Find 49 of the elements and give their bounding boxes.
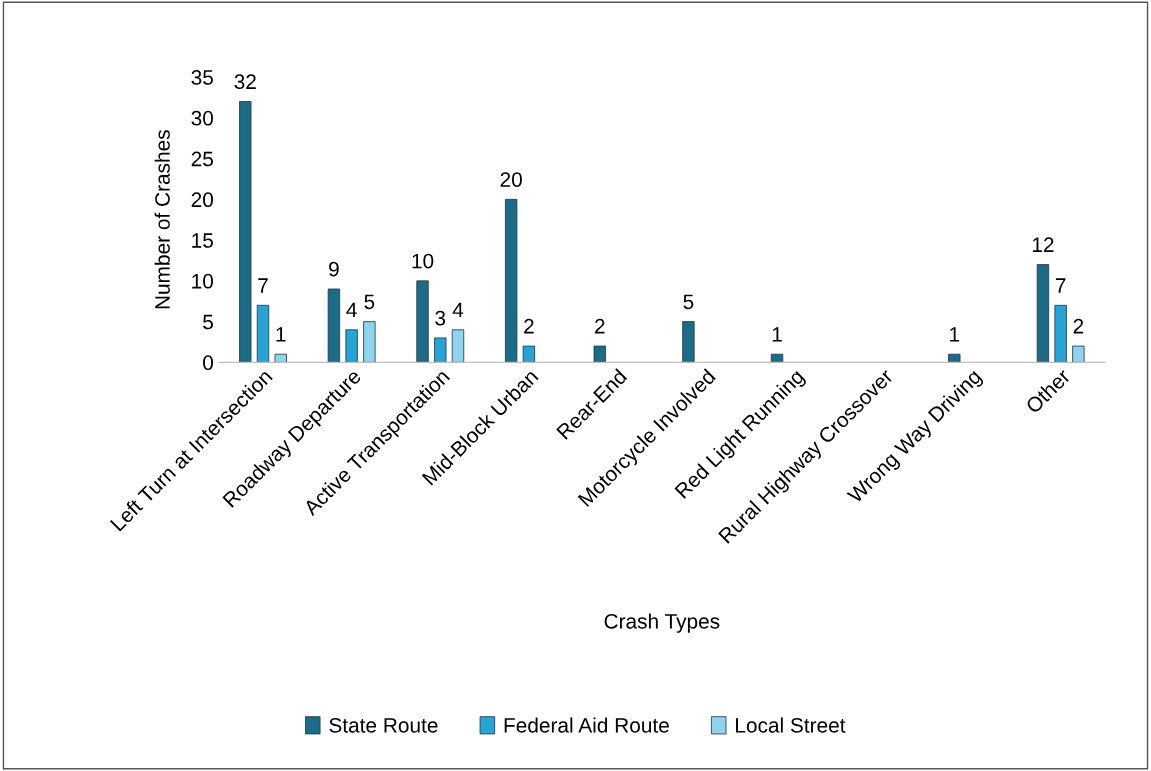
bar	[1036, 264, 1050, 363]
data-label: 10	[412, 253, 434, 269]
data-label: 7	[1055, 278, 1066, 293]
data-label: 20	[500, 172, 522, 187]
y-tick-label: 25	[191, 151, 213, 167]
bar	[274, 353, 287, 363]
legend-label: Federal Aid Route	[504, 717, 669, 733]
bar	[1054, 304, 1067, 363]
bar	[327, 288, 341, 363]
y-tick-label: 5	[203, 314, 213, 330]
data-label: 2	[1073, 318, 1084, 334]
y-tick-label: 20	[191, 192, 214, 208]
bar	[770, 353, 784, 363]
data-label: 1	[772, 327, 782, 342]
bar	[522, 345, 536, 363]
y-tick-label: 35	[191, 70, 213, 85]
bar	[948, 353, 961, 363]
legend-label: State Route	[329, 717, 438, 733]
data-label: 9	[329, 261, 339, 277]
bar	[256, 304, 270, 363]
y-tick-label: 0	[203, 355, 214, 371]
data-label: 3	[435, 310, 446, 326]
bar	[682, 321, 695, 363]
bar	[434, 337, 447, 363]
x-axis-title: Crash Types	[604, 613, 720, 633]
y-tick-label: 10	[192, 273, 214, 289]
data-label: 1	[950, 327, 960, 342]
bar	[416, 280, 429, 363]
bar	[363, 321, 376, 363]
data-label: 5	[364, 294, 375, 310]
bar	[1072, 345, 1085, 363]
data-label: 7	[258, 278, 268, 293]
data-label: 2	[595, 318, 605, 334]
y-axis-title: Number of Crashes	[154, 130, 170, 309]
data-label: 2	[524, 318, 534, 334]
bar	[504, 198, 518, 363]
data-label: 12	[1032, 237, 1054, 252]
y-tick-label: 15	[192, 233, 213, 248]
data-label: 5	[683, 294, 694, 310]
bar	[239, 101, 252, 363]
y-tick-label: 30	[191, 110, 214, 126]
bar	[593, 345, 606, 363]
data-label: 32	[234, 74, 256, 90]
data-label: 4	[452, 302, 464, 318]
data-label: 4	[346, 302, 357, 318]
bar	[451, 329, 465, 363]
legend-label: Local Street	[736, 717, 846, 733]
bar	[345, 329, 358, 363]
data-label: 1	[276, 327, 286, 342]
